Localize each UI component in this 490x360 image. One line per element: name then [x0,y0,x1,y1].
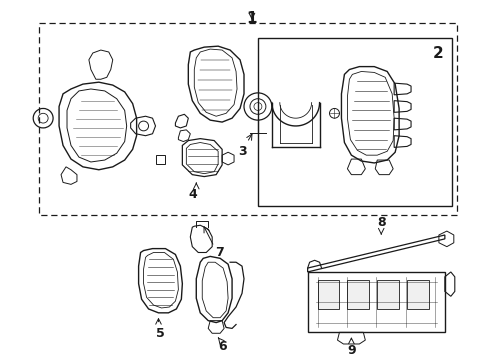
Text: 6: 6 [218,340,226,353]
Bar [377,280,399,309]
Text: 2: 2 [433,46,444,61]
Text: 3: 3 [238,145,246,158]
Bar [347,280,369,309]
Text: 1: 1 [246,11,257,26]
Text: 8: 8 [377,216,386,229]
Text: 4: 4 [189,188,197,201]
Bar [318,280,340,309]
Bar [407,280,429,309]
Bar [258,39,452,206]
Bar [39,23,457,215]
Text: 5: 5 [156,328,165,341]
Bar [308,272,445,332]
Text: 9: 9 [347,344,356,357]
Text: 7: 7 [215,246,224,259]
